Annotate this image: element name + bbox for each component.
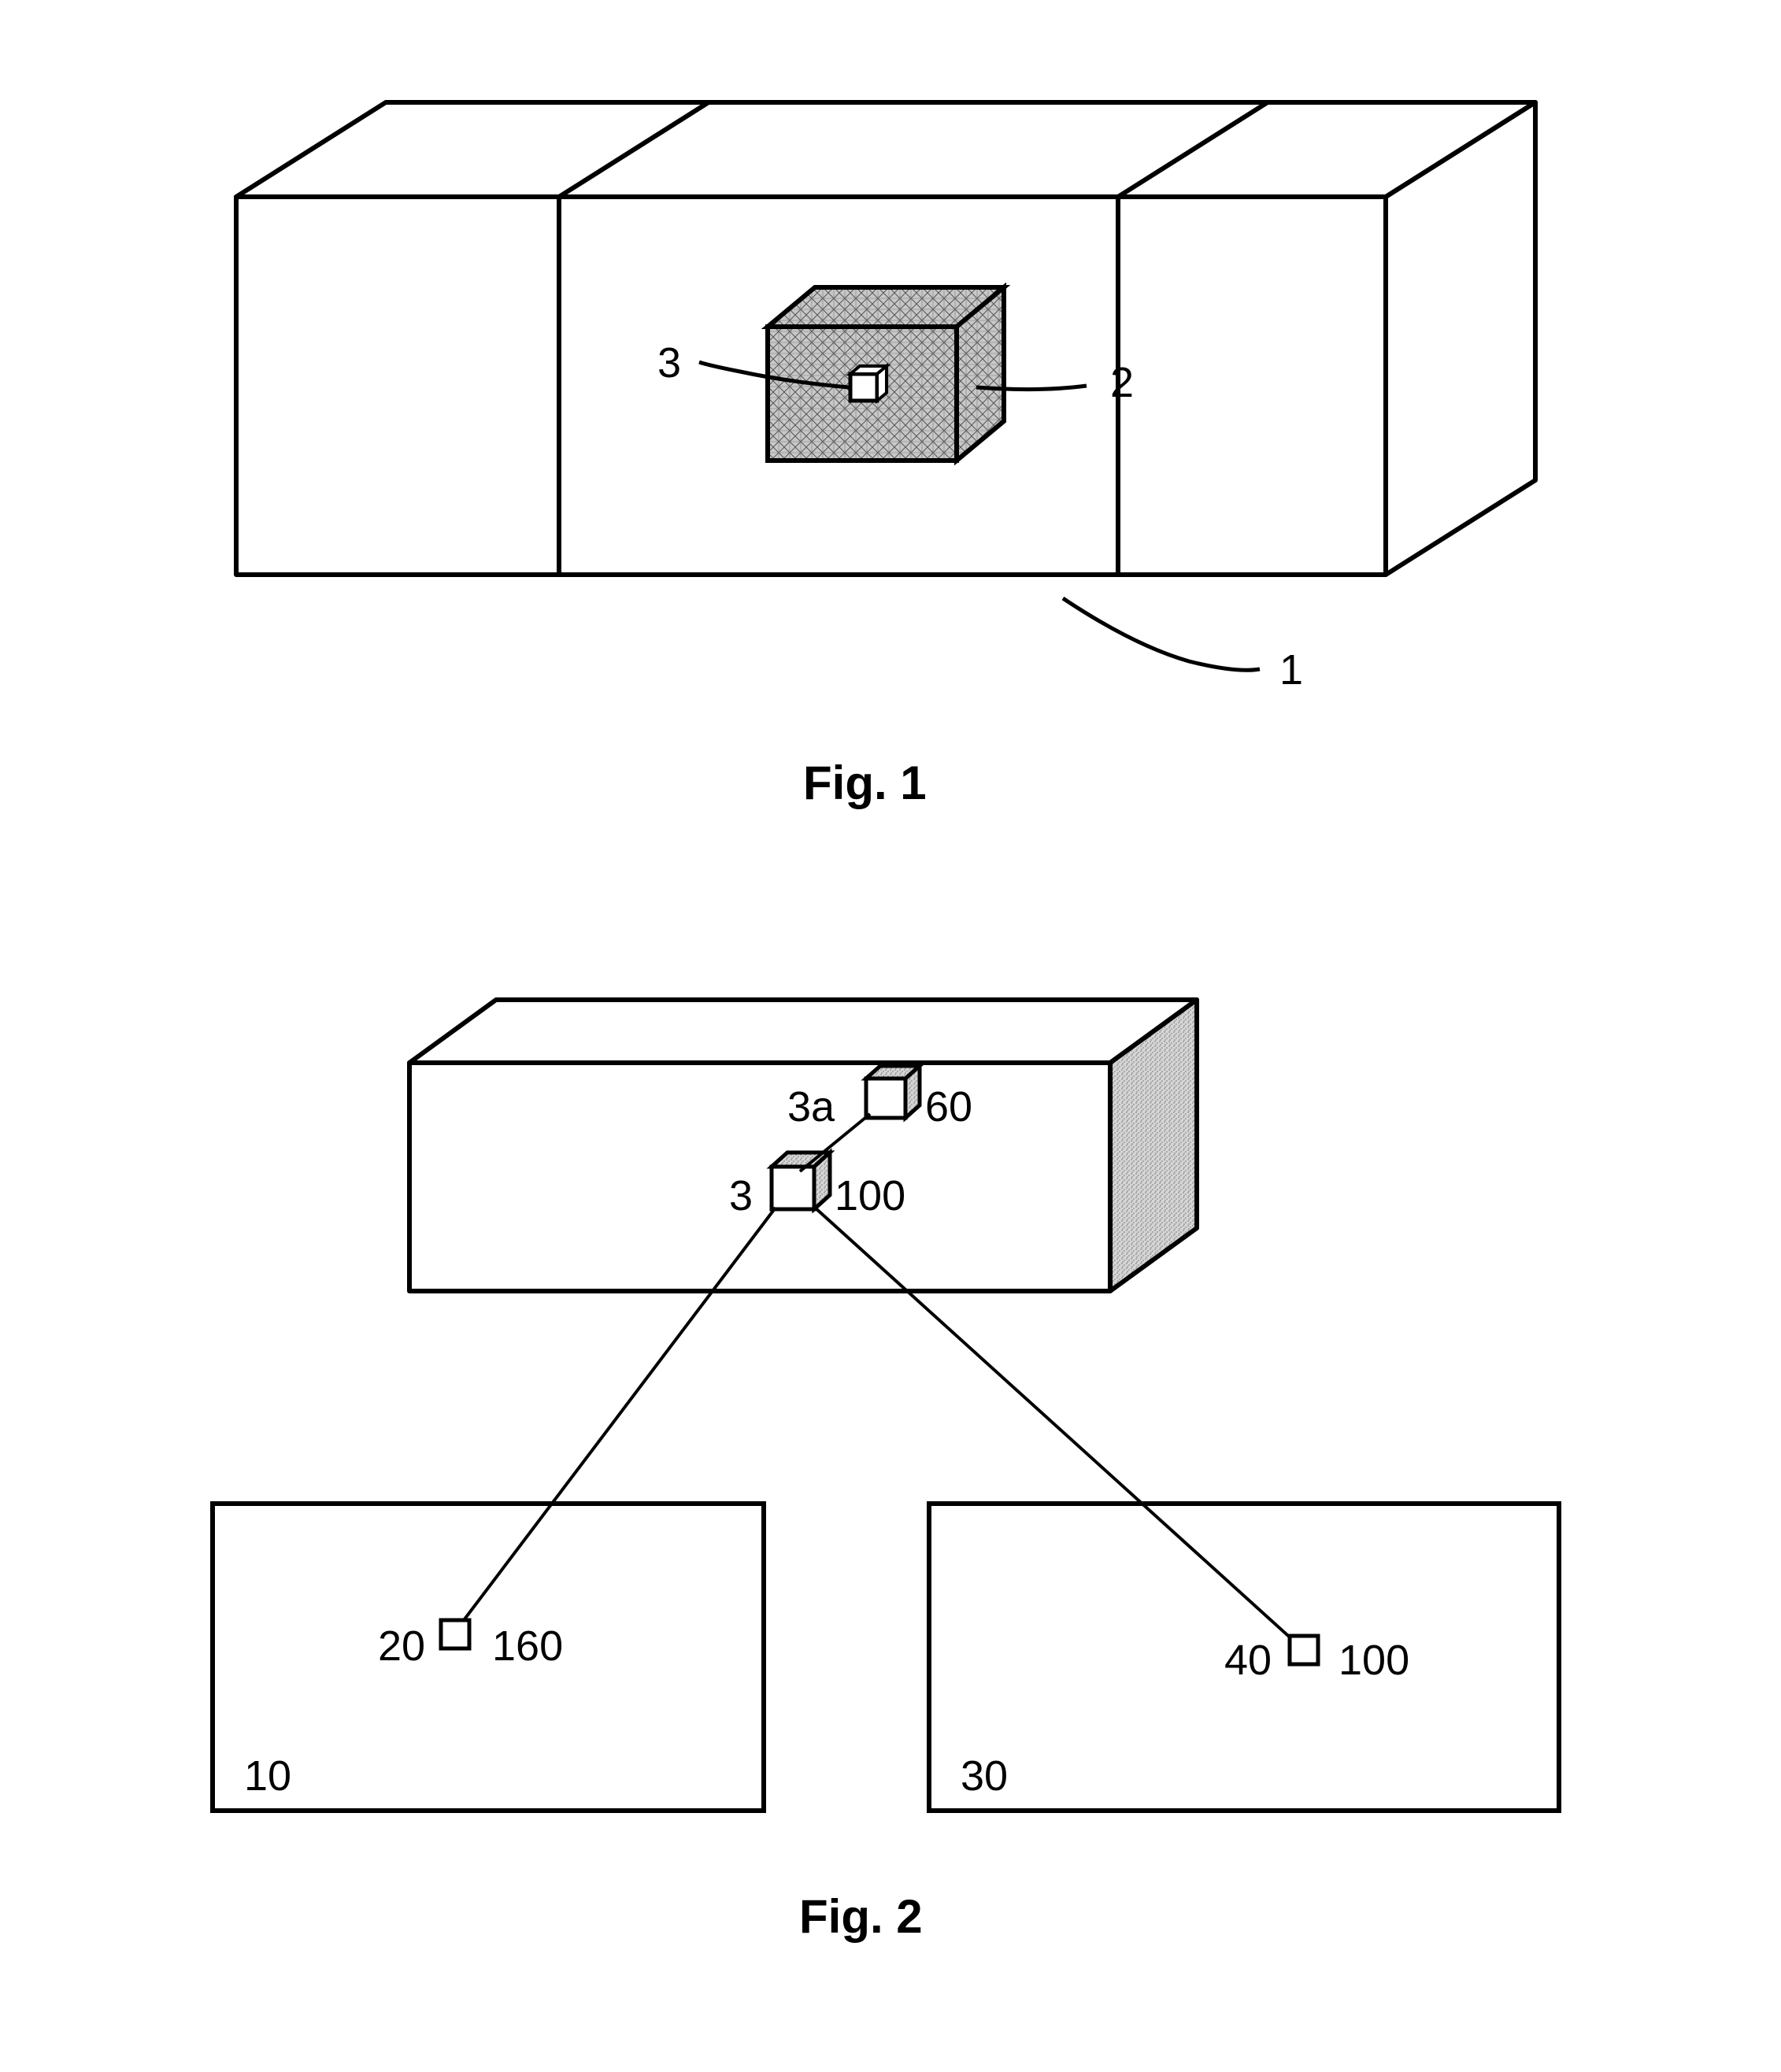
- label-20: 20: [378, 1622, 425, 1671]
- label-3: 3: [657, 339, 681, 387]
- label-2: 2: [1110, 358, 1134, 407]
- leader-1: [1063, 598, 1260, 670]
- fig1-svg: [189, 94, 1590, 803]
- label-100b: 100: [1339, 1636, 1409, 1685]
- label-40: 40: [1224, 1636, 1272, 1685]
- label-30: 30: [961, 1752, 1008, 1800]
- voxel-3: [850, 366, 887, 401]
- label-160: 160: [492, 1622, 563, 1671]
- label-3b: 3: [729, 1171, 753, 1220]
- fig2-svg: [205, 984, 1575, 1889]
- label-1: 1: [1279, 646, 1303, 694]
- proj-left: [457, 1208, 776, 1630]
- proj-right: [815, 1208, 1303, 1649]
- point-40: [1290, 1636, 1318, 1664]
- label-60: 60: [925, 1082, 972, 1131]
- label-10: 10: [244, 1752, 291, 1800]
- fig1-caption: Fig. 1: [803, 756, 927, 810]
- label-3a: 3a: [787, 1082, 835, 1131]
- main-block: [409, 1000, 1197, 1291]
- voxel-3b: [772, 1153, 830, 1209]
- rect-left: [213, 1504, 764, 1811]
- point-20: [441, 1620, 469, 1648]
- label-100a: 100: [835, 1171, 905, 1220]
- voxel-3a: [866, 1066, 920, 1118]
- fig2-caption: Fig. 2: [799, 1889, 923, 1944]
